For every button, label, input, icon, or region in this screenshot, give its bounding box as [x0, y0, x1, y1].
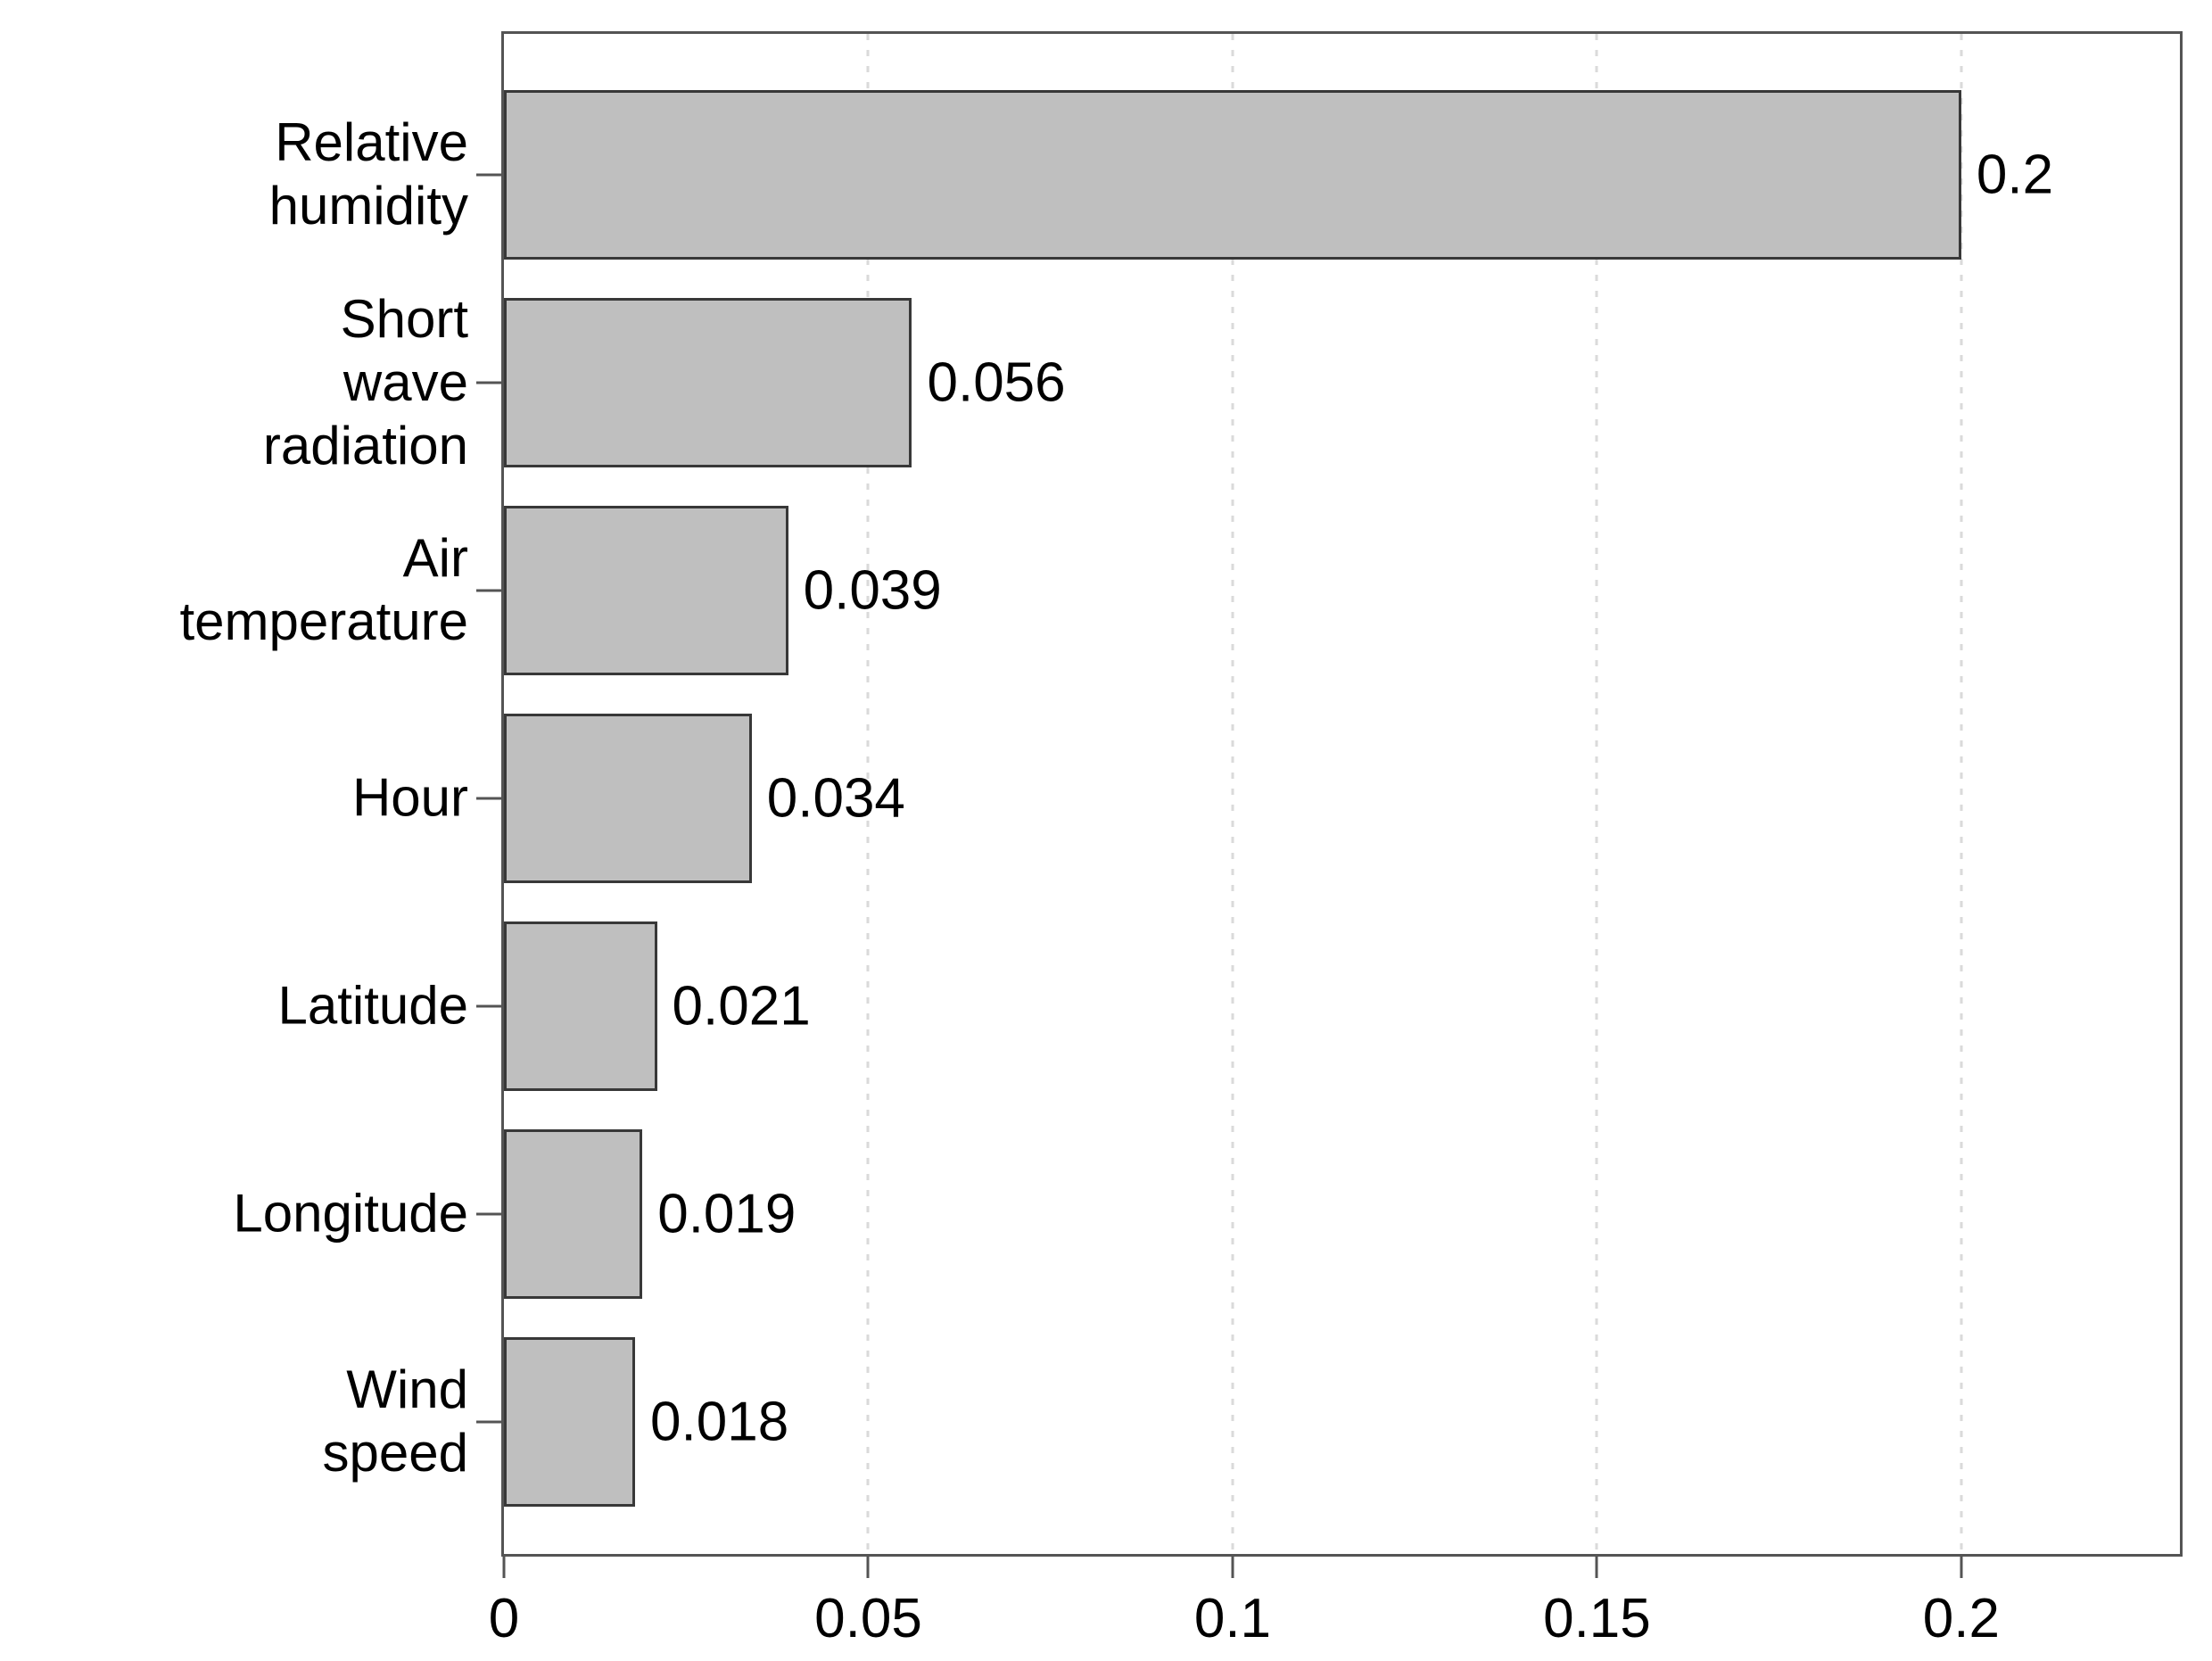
- gridline-0.05: [866, 34, 870, 1554]
- x-axis-tick-label: 0: [488, 1588, 520, 1649]
- x-axis-tick-label: 0.1: [1193, 1588, 1272, 1649]
- bar-value-label: 0.034: [766, 767, 905, 830]
- x-axis-tick-0.05: [866, 1554, 870, 1578]
- y-axis-tick: [476, 1212, 501, 1216]
- bar-latitude: [504, 921, 657, 1091]
- x-axis-tick-0: [502, 1554, 506, 1578]
- bar-value-label: 0.2: [1976, 144, 2054, 206]
- category-label: Longitude: [233, 1183, 468, 1244]
- bar-value-label: 0.019: [657, 1183, 796, 1245]
- bar-short-wave-radiation: [504, 298, 912, 467]
- bar-hour: [504, 714, 752, 883]
- category-label: Wind speed: [322, 1359, 468, 1483]
- bar-value-label: 0.018: [650, 1391, 789, 1453]
- bar-air-temperature: [504, 506, 788, 675]
- gridline-0.1: [1231, 34, 1234, 1554]
- category-label: Latitude: [277, 975, 468, 1036]
- bar-value-label: 0.021: [672, 975, 811, 1037]
- bar-wind-speed: [504, 1337, 636, 1507]
- x-axis-tick-label: 0.15: [1543, 1588, 1651, 1649]
- y-axis-tick: [476, 381, 501, 384]
- bar-longitude: [504, 1129, 643, 1299]
- category-label: Short wave radiation: [262, 288, 468, 475]
- bar-value-label: 0.039: [803, 559, 942, 622]
- x-axis-tick-0.2: [1960, 1554, 1963, 1578]
- x-axis-tick-label: 0.05: [814, 1588, 922, 1649]
- category-label: Air temperature: [179, 528, 469, 651]
- y-axis-tick: [476, 1004, 501, 1008]
- x-axis-tick-0.1: [1231, 1554, 1234, 1578]
- plot-area: 0 0.05 0.1 0.15 0.2 Relative humidity 0.2 Short…: [180, 31, 2183, 1649]
- x-axis-tick-label: 0.2: [1922, 1588, 2001, 1649]
- bar-value-label: 0.056: [927, 351, 1066, 414]
- bar-relative-humidity: [504, 90, 1961, 260]
- y-axis-tick: [476, 589, 501, 592]
- y-axis-tick: [476, 1420, 501, 1424]
- y-axis-tick: [476, 173, 501, 177]
- x-axis-tick-0.15: [1595, 1554, 1598, 1578]
- y-axis-tick: [476, 797, 501, 800]
- category-label: Relative humidity: [268, 112, 468, 236]
- category-label: Hour: [351, 767, 468, 828]
- gridline-0.2: [1960, 34, 1963, 1554]
- gridline-0.15: [1595, 34, 1598, 1554]
